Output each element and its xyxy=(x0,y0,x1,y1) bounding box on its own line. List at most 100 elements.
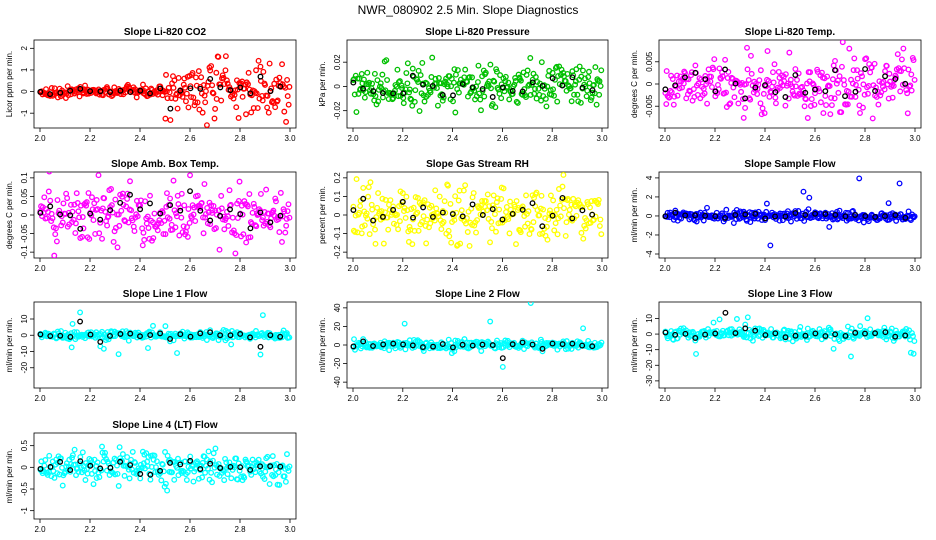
reference-point xyxy=(459,213,466,220)
data-point xyxy=(176,232,183,239)
data-point xyxy=(452,71,459,78)
data-point xyxy=(365,193,372,200)
reference-point xyxy=(37,331,44,338)
data-point xyxy=(264,453,271,460)
data-point xyxy=(415,227,422,234)
data-point xyxy=(132,459,139,466)
data-point xyxy=(540,206,547,213)
reference-point xyxy=(57,458,64,465)
data-point xyxy=(172,224,179,231)
data-point xyxy=(593,101,600,108)
data-point xyxy=(175,75,182,81)
data-point xyxy=(116,222,123,229)
data-point xyxy=(174,350,181,357)
data-point xyxy=(185,104,192,111)
data-point xyxy=(147,476,154,483)
data-point xyxy=(406,86,413,93)
data-point xyxy=(181,202,188,209)
reference-point xyxy=(892,212,899,219)
data-point xyxy=(533,189,540,196)
reference-point xyxy=(390,90,397,97)
panel-1: Slope Li-820 CO2 2.0 2.2 2.4 2.6 2.8 3.0 -1 0 1 2 L… xyxy=(5,27,297,143)
data-point xyxy=(808,96,815,103)
data-point xyxy=(200,82,207,89)
data-point xyxy=(230,227,237,234)
data-point xyxy=(890,83,897,89)
data-point xyxy=(829,76,836,83)
data-point xyxy=(775,68,782,75)
reference-point xyxy=(57,332,64,339)
data-point xyxy=(160,468,167,475)
data-point xyxy=(284,208,291,215)
data-point xyxy=(144,213,151,220)
panel-2: Slope Li-820 Pressure 2.0 2.2 2.4 2.6 2.8 3.0 -… xyxy=(318,27,609,143)
x-tick-label: 2.0 xyxy=(347,264,359,273)
reference-point xyxy=(812,330,819,337)
data-point xyxy=(386,347,393,354)
data-point xyxy=(474,79,481,85)
data-point xyxy=(374,204,381,211)
data-point xyxy=(509,90,516,97)
data-point xyxy=(523,192,529,199)
data-point xyxy=(857,70,864,77)
data-point xyxy=(487,239,493,246)
data-point xyxy=(554,231,561,238)
data-point xyxy=(373,214,380,221)
x-tick-label: 2.0 xyxy=(659,264,671,273)
data-point xyxy=(889,94,896,101)
data-point xyxy=(164,452,171,459)
reference-point xyxy=(117,331,124,337)
data-point xyxy=(498,95,505,102)
reference-point xyxy=(267,88,274,95)
data-point xyxy=(454,67,461,74)
data-point xyxy=(852,81,859,88)
data-point xyxy=(211,115,218,122)
data-point xyxy=(527,55,534,61)
data-point xyxy=(229,214,236,221)
data-point xyxy=(708,84,715,91)
data-point xyxy=(356,209,363,216)
data-point xyxy=(266,60,273,67)
data-point xyxy=(464,229,471,235)
data-point xyxy=(833,80,840,87)
data-point xyxy=(759,105,766,112)
data-point xyxy=(259,97,266,104)
data-point xyxy=(115,351,122,358)
reference-point xyxy=(420,344,426,351)
reference-point xyxy=(549,340,556,347)
data-point xyxy=(864,90,871,97)
reference-point xyxy=(277,463,284,470)
data-point xyxy=(584,87,591,94)
data-point xyxy=(283,215,290,222)
reference-point xyxy=(549,212,556,219)
y-tick-label: 10 xyxy=(645,313,654,322)
data-point xyxy=(553,63,560,70)
data-point xyxy=(590,81,597,88)
data-point xyxy=(361,94,368,101)
reference-point xyxy=(672,82,679,89)
data-point xyxy=(550,86,557,93)
x-tick-label: 2.0 xyxy=(34,394,46,403)
data-point xyxy=(573,212,580,219)
reference-point xyxy=(277,212,284,219)
x-tick-label: 2.0 xyxy=(34,525,46,534)
data-point xyxy=(119,451,126,458)
data-point xyxy=(731,94,738,101)
data-point xyxy=(199,459,206,466)
data-point xyxy=(402,215,409,221)
data-point xyxy=(174,464,181,471)
x-tick-label: 2.2 xyxy=(84,134,96,143)
data-point xyxy=(716,316,723,323)
data-point xyxy=(669,76,676,82)
reference-point xyxy=(247,334,254,341)
data-point xyxy=(824,73,831,80)
reference-point xyxy=(489,94,496,100)
data-point xyxy=(142,198,149,205)
reference-point xyxy=(529,79,536,86)
data-point xyxy=(223,77,230,84)
reference-point xyxy=(732,330,739,337)
data-point xyxy=(125,337,132,344)
data-point xyxy=(54,197,61,203)
